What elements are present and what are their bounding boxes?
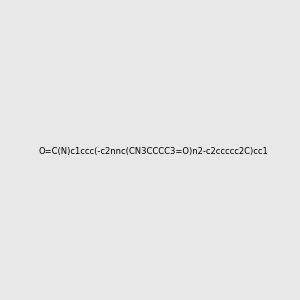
- Text: O=C(N)c1ccc(-c2nnc(CN3CCCC3=O)n2-c2ccccc2C)cc1: O=C(N)c1ccc(-c2nnc(CN3CCCC3=O)n2-c2ccccc…: [39, 147, 268, 156]
